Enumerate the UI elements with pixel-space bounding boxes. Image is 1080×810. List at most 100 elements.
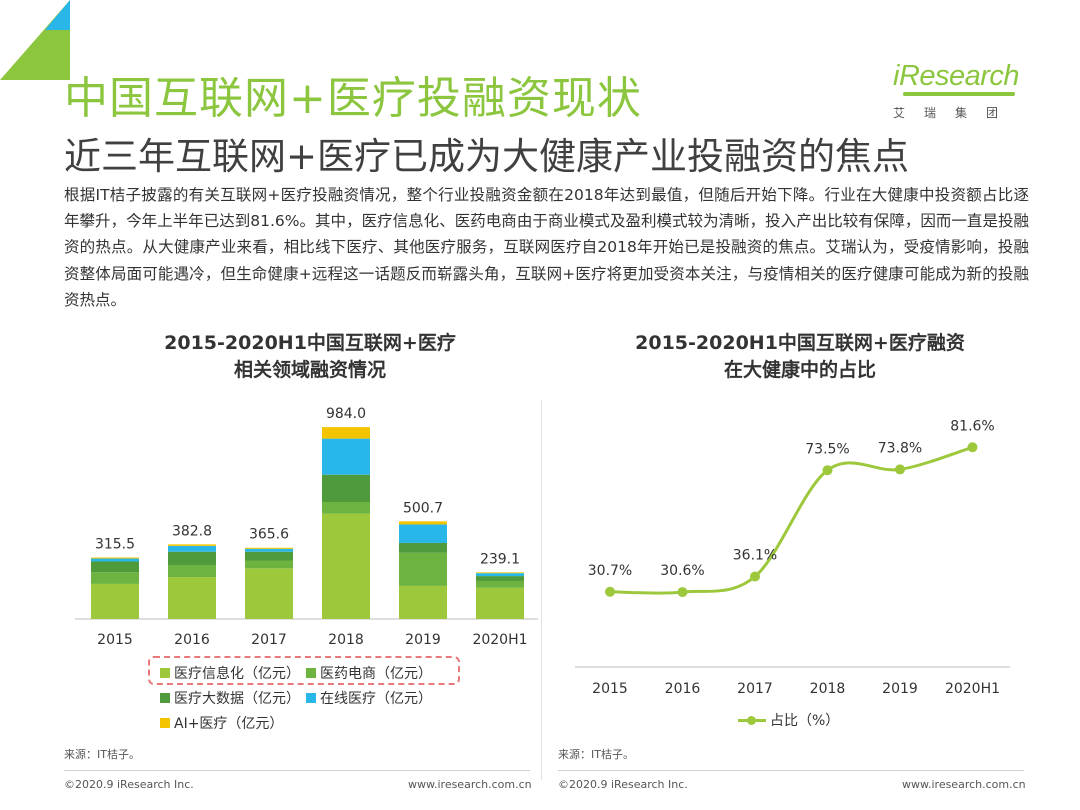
bar-segment [476, 587, 524, 619]
legend-item: AI+医疗（亿元） [160, 713, 283, 733]
logo-subtext: 艾瑞集团 [893, 106, 1018, 120]
line-data-label: 73.5% [805, 441, 849, 457]
body-paragraph: 根据IT桔子披露的有关互联网+医疗投融资情况，整个行业投融资金额在2018年达到… [64, 186, 1029, 309]
legend-item: 在线医疗（亿元） [306, 688, 432, 708]
line-data-label: 73.8% [878, 440, 922, 456]
legend-label: AI+医疗（亿元） [174, 715, 284, 732]
legend-line-marker [738, 715, 766, 725]
bar-segment [399, 585, 447, 619]
bar-total-label: 984.0 [326, 406, 366, 422]
footer-site-right[interactable]: www.iresearch.com.cn [902, 778, 1026, 791]
footer-site-left[interactable]: www.iresearch.com.cn [408, 778, 532, 791]
line-data-label: 81.6% [950, 418, 994, 434]
legend-line-label: 占比（%） [770, 713, 840, 729]
line-chart-title: 2015-2020H1中国互联网+医疗融资 在大健康中的占比 [600, 330, 1000, 384]
bar-x-tick-label: 2019 [405, 632, 441, 648]
bar-segment [399, 542, 447, 553]
footer-copyright-left: ©2020.9 iResearch Inc. [64, 778, 194, 791]
page-title: 中国互联网+医疗投融资现状 [64, 73, 642, 124]
bar-segment [476, 572, 524, 574]
bar-segment [476, 576, 524, 581]
bar-total-label: 365.6 [249, 527, 289, 543]
legend-row: 医疗信息化（亿元） 医药电商（亿元） [160, 660, 470, 685]
legend-label: 在线医疗（亿元） [320, 690, 432, 707]
bar-segment [168, 545, 216, 552]
bar-total-label: 382.8 [172, 523, 212, 539]
line-data-label: 30.6% [660, 563, 704, 579]
legend-row: 医疗大数据（亿元） 在线医疗（亿元） [160, 685, 470, 710]
column-divider [541, 400, 542, 780]
line-point [895, 464, 905, 475]
bar-segment [168, 565, 216, 578]
bar-chart-title-line-2: 相关领域融资情况 [233, 359, 386, 381]
highlight-dashed-box [148, 656, 460, 685]
line-point [967, 442, 978, 453]
page-subtitle: 近三年互联网+医疗已成为大健康产业投融资的焦点 [64, 135, 910, 178]
legend-swatch [306, 692, 316, 703]
line-point [750, 571, 760, 582]
bar-segment [322, 502, 370, 514]
source-left: 来源：IT桔子。 [64, 748, 140, 761]
bar-segment [245, 547, 293, 549]
iresearch-logo: iResearch 艾瑞集团 [893, 60, 1023, 122]
line-point [677, 587, 688, 598]
bar-chart-title-line-1: 2015-2020H1中国互联网+医疗 [164, 332, 456, 354]
bar-segment [322, 427, 370, 439]
source-right: 来源：IT桔子。 [558, 748, 634, 761]
bar-segment [245, 548, 293, 552]
legend-swatch [306, 667, 316, 678]
bar-x-tick-label: 2015 [97, 632, 133, 648]
bar-x-tick-label: 2018 [328, 632, 364, 648]
legend-swatch [160, 692, 170, 703]
logo-swoosh [903, 92, 1015, 96]
bar-x-tick-label: 2020H1 [472, 632, 527, 648]
bar-segment [245, 560, 293, 569]
bar-total-label: 315.5 [95, 536, 135, 552]
bar-segment [322, 438, 370, 475]
bar-segment [168, 577, 216, 619]
line-x-tick-label: 2017 [737, 681, 773, 697]
bar-x-tick-label: 2016 [174, 632, 210, 648]
line-point [822, 465, 833, 476]
bar-segment [91, 558, 139, 562]
bar-segment [168, 551, 216, 566]
line-x-tick-label: 2020H1 [945, 681, 1000, 697]
bar-chart-title: 2015-2020H1中国互联网+医疗 相关领域融资情况 [130, 330, 490, 384]
bar-segment [91, 557, 139, 559]
legend-label: 医药电商（亿元） [320, 665, 432, 682]
bar-segment [91, 572, 139, 584]
bar-segment [91, 583, 139, 619]
legend-label: 医疗信息化（亿元） [174, 665, 300, 682]
bar-total-label: 500.7 [403, 500, 443, 516]
bar-segment [399, 552, 447, 586]
line-chart-title-line-2: 在大健康中的占比 [723, 359, 876, 381]
bar-segment [399, 524, 447, 543]
legend-label: 医疗大数据（亿元） [174, 690, 300, 707]
line-x-tick-label: 2019 [882, 681, 918, 697]
logo-text: iResearch [893, 60, 1020, 92]
legend-item: 医药电商（亿元） [306, 663, 432, 683]
bar-x-tick-label: 2017 [251, 632, 287, 648]
legend-swatch [160, 717, 170, 728]
bar-chart-legend: 医疗信息化（亿元） 医药电商（亿元） 医疗大数据（亿元） 在线医疗（亿元） AI+医疗（… [160, 660, 470, 735]
legend-item: 医疗大数据（亿元） [160, 688, 300, 708]
legend-row: AI+医疗（亿元） [160, 710, 470, 735]
bar-segment [245, 551, 293, 561]
footer-divider-left [64, 770, 530, 771]
page-corner-decoration [0, 0, 70, 80]
line-data-label: 36.1% [733, 547, 777, 563]
legend-item: 医疗信息化（亿元） [160, 663, 300, 683]
line-chart-legend: 占比（%） [738, 710, 839, 730]
line-x-tick-label: 2016 [665, 681, 701, 697]
line-x-tick-label: 2018 [810, 681, 846, 697]
line-point [605, 586, 615, 597]
footer-copyright-right: ©2020.9 iResearch Inc. [558, 778, 688, 791]
bar-total-label: 239.1 [480, 551, 520, 567]
bar-segment [322, 474, 370, 502]
page-number: 21 [1052, 785, 1070, 801]
line-data-label: 30.7% [588, 563, 632, 579]
legend-swatch [160, 667, 170, 678]
bar-segment [168, 544, 216, 546]
bar-segment [476, 573, 524, 577]
